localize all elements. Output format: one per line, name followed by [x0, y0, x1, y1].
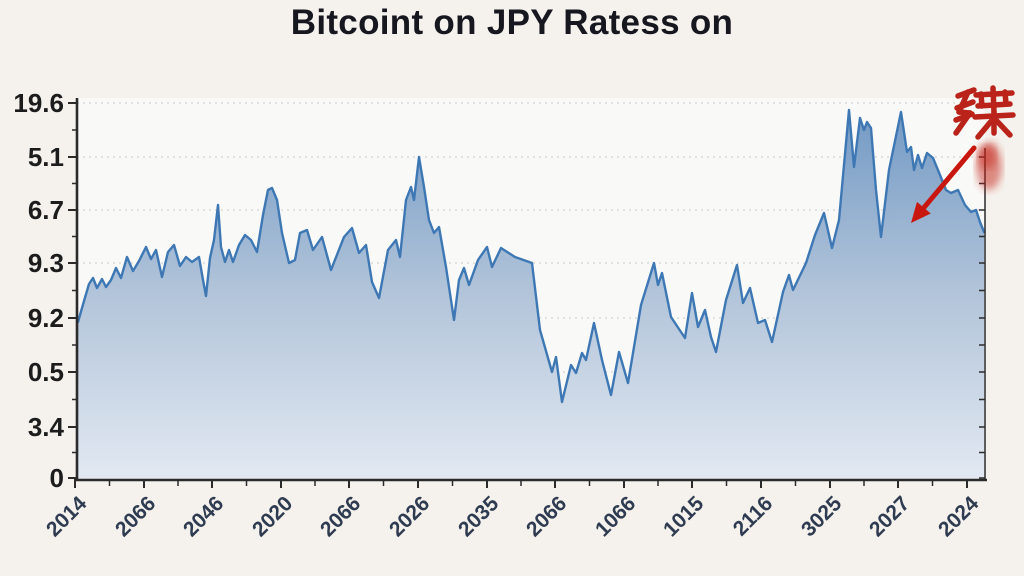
red-arrow-head-icon — [911, 201, 931, 223]
y-tick-label: 0 — [49, 463, 64, 493]
red-smudge-core — [978, 145, 996, 169]
area-fill — [78, 110, 984, 480]
y-tick-label: 3.4 — [27, 412, 64, 442]
y-tick-label: 6.7 — [27, 195, 64, 225]
y-tick-label: 0.5 — [27, 357, 64, 387]
y-tick-label: 19.6 — [13, 88, 64, 118]
y-tick-label: 9.3 — [27, 248, 64, 278]
red-annotation-glyph-icon — [953, 85, 1016, 140]
y-tick-label: 5.1 — [27, 142, 64, 172]
chart-title: Bitcoint on JPY Ratess on — [290, 3, 734, 42]
price-line — [76, 108, 986, 404]
red-arrow-shaft — [921, 145, 977, 211]
y-tick-label: 9.2 — [27, 303, 64, 333]
